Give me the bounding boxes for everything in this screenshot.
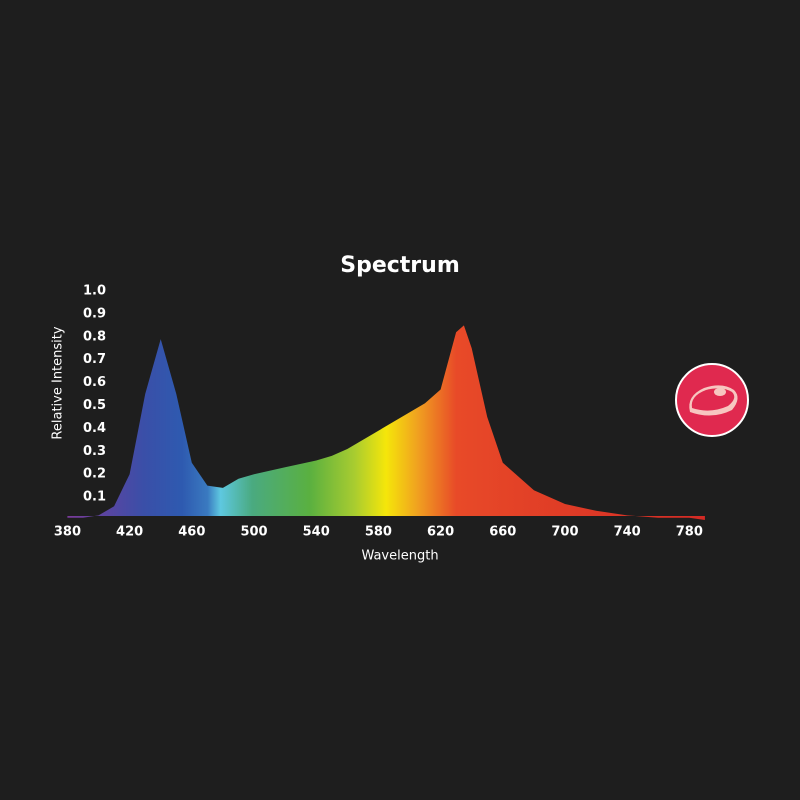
y-tick-label: 0.4 — [83, 421, 106, 436]
chart-title: Spectrum — [340, 253, 460, 278]
x-tick-label: 380 — [54, 525, 81, 540]
x-tick-label: 700 — [551, 525, 578, 540]
y-tick-label: 0.7 — [83, 352, 106, 367]
x-tick-label: 420 — [116, 525, 143, 540]
y-axis-label: Relative Intensity — [51, 326, 66, 439]
y-tick-label: 0.2 — [83, 467, 106, 482]
x-tick-label: 660 — [489, 525, 516, 540]
x-tick-label: 460 — [178, 525, 205, 540]
x-tick-label: 540 — [303, 525, 330, 540]
y-tick-label: 0.5 — [83, 398, 106, 413]
spectrum-area — [67, 325, 705, 520]
badge — [675, 363, 749, 437]
x-tick-label: 780 — [676, 525, 703, 540]
x-axis-label: Wavelength — [361, 549, 438, 564]
x-tick-label: 500 — [240, 525, 267, 540]
y-tick-label: 0.9 — [83, 306, 106, 321]
y-tick-label: 0.1 — [83, 490, 106, 505]
y-tick-label: 0.3 — [83, 444, 106, 459]
y-tick-label: 1.0 — [83, 284, 106, 299]
y-tick-label: 0.8 — [83, 329, 106, 344]
y-tick-label: 0.6 — [83, 375, 106, 390]
x-tick-label: 620 — [427, 525, 454, 540]
x-tick-label: 580 — [365, 525, 392, 540]
x-tick-label: 740 — [614, 525, 641, 540]
